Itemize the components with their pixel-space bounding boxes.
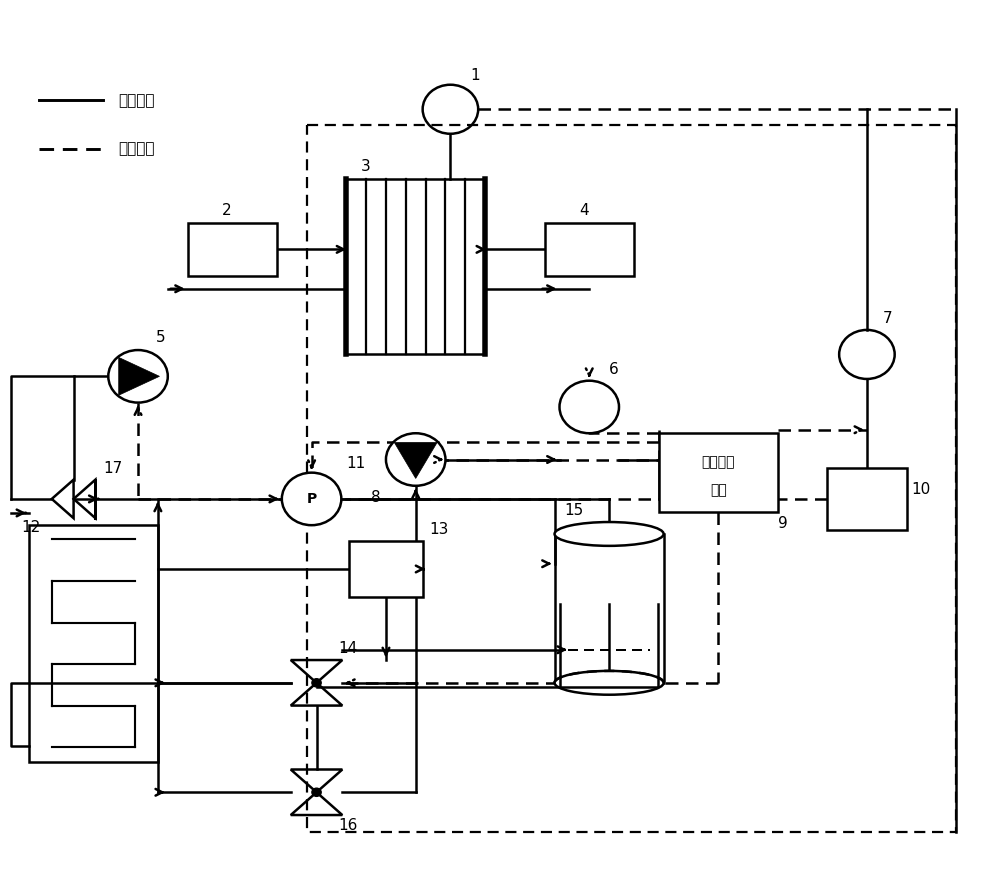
Text: 12: 12	[21, 520, 40, 535]
Text: 9: 9	[778, 516, 787, 531]
Circle shape	[312, 679, 321, 687]
Text: 单元: 单元	[710, 484, 727, 497]
Text: 电子控制: 电子控制	[701, 455, 735, 469]
Bar	[545, 223, 634, 276]
Polygon shape	[394, 442, 437, 478]
Text: 2: 2	[222, 202, 232, 217]
Text: 11: 11	[346, 456, 366, 471]
Text: 3: 3	[361, 159, 371, 174]
Text: 14: 14	[338, 641, 358, 656]
Bar	[827, 469, 907, 530]
Text: 16: 16	[338, 818, 358, 833]
Bar	[349, 540, 423, 598]
Text: 4: 4	[579, 202, 589, 217]
Text: 物质输送: 物质输送	[118, 93, 155, 108]
Text: 6: 6	[609, 362, 619, 377]
Ellipse shape	[555, 522, 664, 545]
Circle shape	[108, 350, 168, 402]
Text: 7: 7	[883, 311, 892, 326]
Bar	[29, 525, 158, 762]
Circle shape	[386, 433, 445, 486]
Bar	[188, 223, 277, 276]
Circle shape	[560, 381, 619, 433]
Circle shape	[312, 789, 321, 796]
Text: 10: 10	[912, 482, 931, 497]
Text: 1: 1	[470, 68, 480, 83]
Circle shape	[282, 473, 341, 525]
Ellipse shape	[555, 671, 664, 695]
Text: 5: 5	[156, 330, 166, 345]
Text: 8: 8	[371, 490, 381, 505]
Bar	[659, 433, 778, 512]
Text: 15: 15	[564, 503, 584, 518]
Text: P: P	[306, 492, 317, 506]
Text: 信号输送: 信号输送	[118, 141, 155, 156]
Polygon shape	[119, 357, 159, 395]
Text: 13: 13	[429, 522, 448, 537]
Text: 17: 17	[103, 461, 123, 476]
